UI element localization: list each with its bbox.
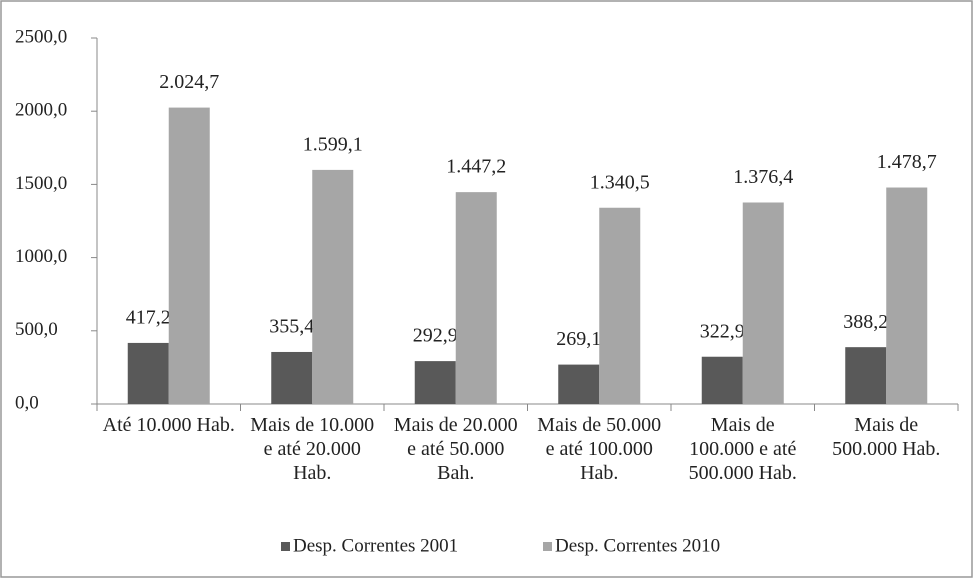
legend-label: Desp. Correntes 2001 — [293, 535, 458, 556]
bar — [414, 361, 456, 404]
data-label: 388,2 — [843, 311, 888, 333]
bar — [845, 347, 887, 404]
bar — [271, 351, 313, 404]
data-label: 1.447,2 — [446, 156, 506, 178]
bar — [455, 192, 497, 404]
data-label: 417,2 — [126, 307, 171, 329]
bar — [558, 364, 600, 404]
y-tick-label: 0,0 — [15, 392, 39, 413]
x-tick-label: Até 10.000 Hab. — [102, 414, 235, 436]
x-tick-label: Mais de 20.000 e até 50.000 Bah. — [393, 414, 518, 484]
bar — [701, 356, 743, 404]
bar — [168, 107, 210, 404]
data-label: 355,4 — [269, 316, 314, 338]
x-tick-label: Mais de 50.000 e até 100.000 Hab. — [537, 414, 662, 484]
legend-label: Desp. Correntes 2010 — [555, 535, 720, 556]
y-tick-label: 1000,0 — [15, 246, 67, 267]
bar — [742, 202, 784, 404]
bar — [127, 342, 169, 404]
legend-swatch — [281, 542, 290, 551]
y-tick-label: 2000,0 — [15, 100, 67, 121]
data-label: 1.376,4 — [733, 166, 793, 188]
data-label: 292,9 — [413, 325, 458, 347]
y-tick-label: 2500,0 — [15, 26, 67, 47]
x-tick-label: Mais de 500.000 Hab. — [832, 414, 941, 460]
data-label: 322,9 — [700, 320, 745, 342]
legend-swatch — [543, 542, 552, 551]
y-tick-label: 500,0 — [15, 319, 58, 340]
x-tick-label: Mais de 100.000 e até 500.000 Hab. — [688, 414, 797, 484]
x-tick-label: Mais de 10.000 e até 20.000 Hab. — [250, 414, 375, 484]
data-label: 1.599,1 — [303, 133, 363, 155]
data-label: 2.024,7 — [159, 71, 219, 93]
data-label: 1.340,5 — [590, 171, 650, 193]
y-tick-label: 1500,0 — [15, 173, 67, 194]
bar — [886, 187, 928, 404]
bar — [599, 207, 641, 404]
data-label: 1.478,7 — [877, 151, 937, 173]
data-label: 269,1 — [556, 328, 601, 350]
bar — [312, 169, 354, 404]
